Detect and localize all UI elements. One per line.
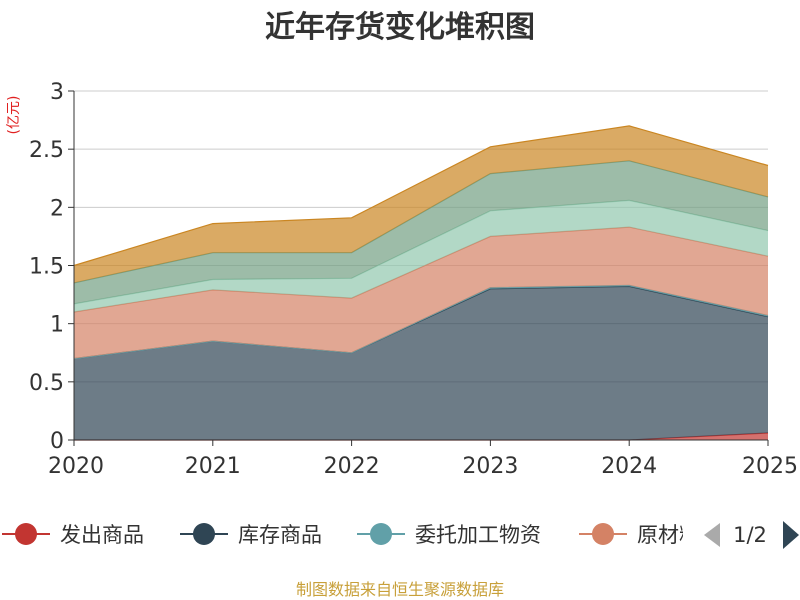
legend-page-indicator: 1/2 — [733, 523, 767, 547]
y-tick-label: 2.5 — [29, 138, 64, 163]
y-axis-unit-label: (亿元) — [6, 96, 22, 135]
y-tick-label: 0 — [50, 429, 64, 454]
legend-next-page-icon[interactable] — [783, 521, 799, 549]
x-tick-label: 2025 — [742, 454, 798, 479]
x-axis-ticks: 2020 2021 2022 2023 2024 2025 — [48, 440, 798, 479]
y-tick-label: 2 — [50, 196, 64, 221]
chart-title: 近年存货变化堆积图 — [265, 10, 535, 45]
legend-label: 委托加工物资 — [415, 523, 541, 547]
area-series-5 — [74, 200, 768, 312]
legend-item[interactable]: 库存商品 — [180, 523, 322, 547]
y-tick-label: 1 — [50, 313, 64, 338]
x-tick-label: 2020 — [48, 454, 104, 479]
area-series-1 — [74, 433, 768, 440]
area-series-6 — [74, 160, 768, 304]
x-tick-label: 2023 — [462, 454, 518, 479]
legend-prev-page-icon[interactable] — [704, 523, 720, 547]
area-series-line-7 — [73, 125, 769, 267]
legend-label: 发出商品 — [60, 523, 144, 547]
data-source-footer: 制图数据来自恒生聚源数据库 — [296, 580, 504, 599]
legend-marker-icon — [15, 523, 37, 545]
y-tick-label: 1.5 — [29, 255, 64, 280]
legend-label: 库存商品 — [238, 523, 322, 547]
area-series-2 — [74, 286, 768, 440]
x-tick-label: 2022 — [324, 454, 380, 479]
y-tick-label: 0.5 — [29, 371, 64, 396]
x-tick-label: 2021 — [185, 454, 241, 479]
legend-item[interactable]: 发出商品 — [2, 523, 144, 547]
legend-marker-icon — [592, 523, 614, 545]
legend-marker-icon — [193, 523, 215, 545]
legend[interactable]: 发出商品 库存商品 委托加工物资 原材料 — [2, 523, 700, 547]
legend-item[interactable]: 原材料 — [579, 523, 700, 547]
area-series-4 — [74, 227, 768, 359]
x-tick-label: 2024 — [601, 454, 657, 479]
y-tick-label: 3 — [50, 80, 64, 105]
area-series-line-5 — [73, 199, 769, 305]
area-series — [73, 125, 769, 441]
legend-item[interactable]: 委托加工物资 — [357, 523, 541, 547]
legend-label: 原材料 — [637, 523, 700, 547]
y-axis-ticks: 0 0.5 1 1.5 2 2.5 3 — [29, 80, 74, 454]
legend-marker-icon — [370, 523, 392, 545]
area-series-7 — [74, 125, 768, 283]
legend-pager: 1/2 — [704, 521, 799, 549]
